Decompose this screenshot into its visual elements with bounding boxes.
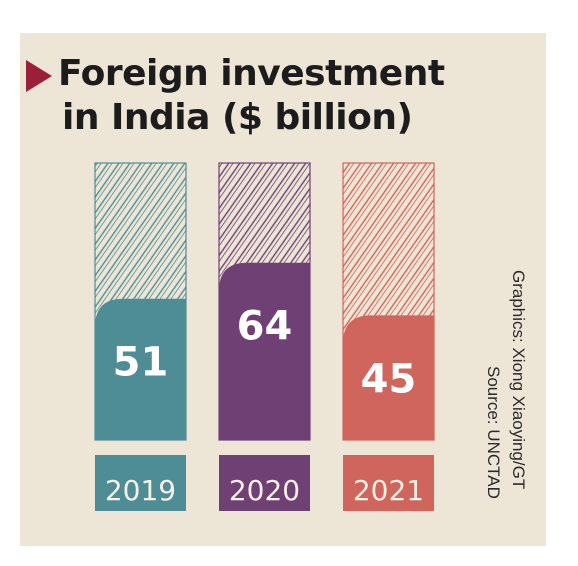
value-label-2021: 45 (361, 356, 417, 402)
source-credit: Source: UNCTAD (484, 366, 503, 499)
chart-title-line-2: in India ($ billion) (62, 97, 413, 138)
value-label-2019: 51 (113, 340, 169, 386)
category-box-2021 (343, 455, 434, 511)
bar-2019 (95, 298, 186, 440)
category-label-2019: 2019 (105, 474, 176, 507)
category-box-2020 (219, 455, 310, 511)
category-box-2019 (95, 455, 186, 511)
graphics-credit: Graphics: Xiong Xiaoying/GT (509, 270, 528, 490)
title-triangle-icon (26, 60, 52, 92)
bar-2021 (343, 315, 434, 440)
category-label-2021: 2021 (353, 474, 424, 507)
category-label-2020: 2020 (229, 474, 300, 507)
bar-2020 (219, 262, 310, 440)
value-label-2020: 64 (237, 304, 293, 350)
chart-title-line-1: Foreign investment (58, 53, 445, 94)
